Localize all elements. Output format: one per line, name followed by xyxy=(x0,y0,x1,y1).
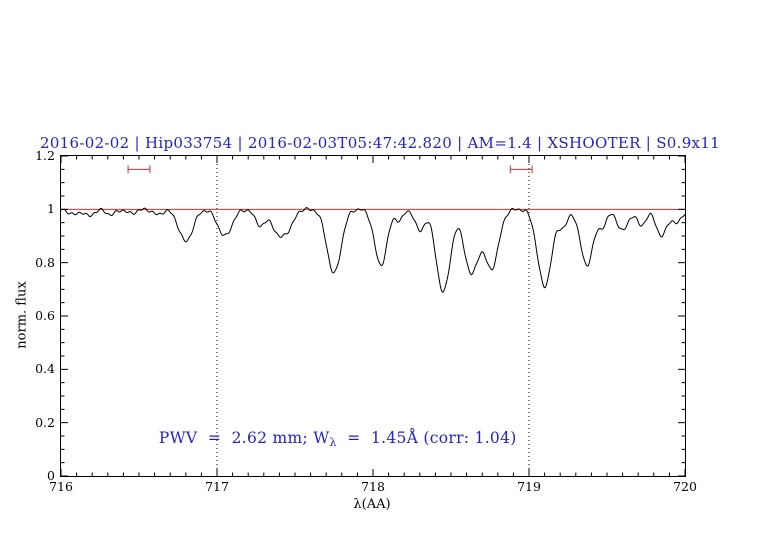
y-tick-label: 1 xyxy=(47,201,55,217)
x-axis-label: λ(AA) xyxy=(353,497,391,512)
x-tick-label: 719 xyxy=(517,479,541,494)
x-tick-label: 718 xyxy=(361,479,385,494)
x-tick-label: 716 xyxy=(49,479,73,494)
y-tick-label: 0.8 xyxy=(35,254,55,270)
y-tick-label: 0.6 xyxy=(35,308,55,323)
pwv-annotation: PWV = 2.62 mm; Wλ = 1.45Å (corr: 1.04) xyxy=(138,411,517,467)
x-tick-label: 717 xyxy=(205,479,229,494)
x-tick-label: 720 xyxy=(673,479,697,494)
plot-canvas xyxy=(61,156,685,476)
y-tick-label: 0.2 xyxy=(35,414,55,430)
annotation-post: = 1.45Å (corr: 1.04) xyxy=(336,429,517,447)
plot-frame xyxy=(60,155,686,477)
y-tick-label: 0.4 xyxy=(35,361,55,377)
plot-title: 2016-02-02 | Hip033754 | 2016-02-03T05:4… xyxy=(40,134,721,152)
spectrum-curve xyxy=(61,207,685,293)
annotation-pre: PWV = 2.62 mm; W xyxy=(158,429,330,447)
y-tick-label: 1.2 xyxy=(35,148,55,163)
annotation-sub: λ xyxy=(329,436,337,449)
y-tick-label: 0 xyxy=(47,468,55,483)
